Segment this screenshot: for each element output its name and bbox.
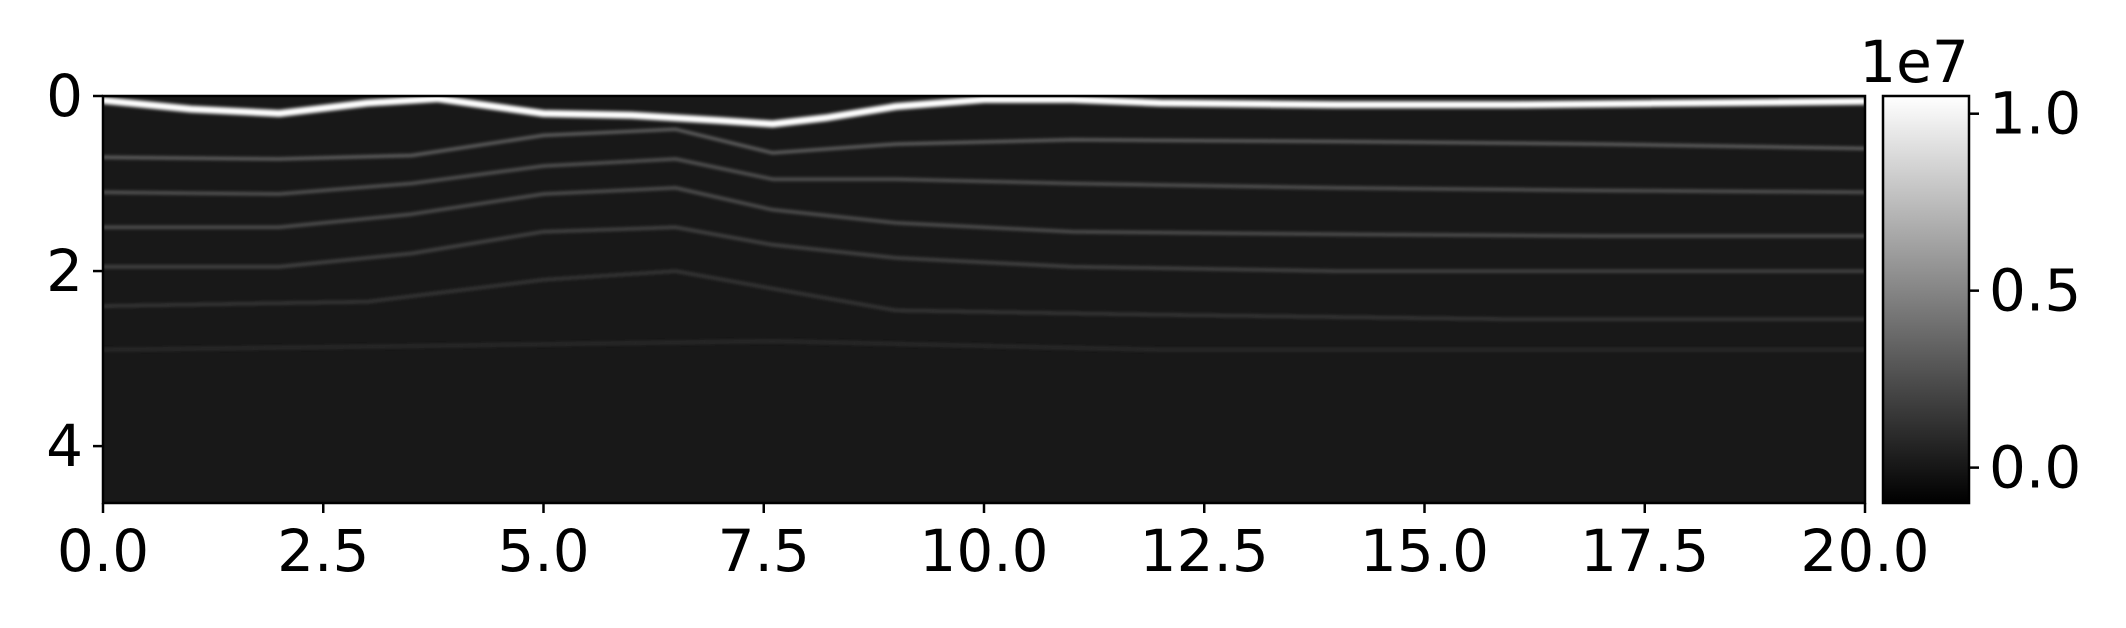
- x-tick-label: 15.0: [1360, 517, 1489, 585]
- colorbar-ticks: 0.0 0.5 1.0: [1969, 80, 2081, 502]
- reflector-horizon-1: [103, 127, 1865, 161]
- x-axis: 0.0 2.5 5.0 7.5 10.0 12.5 15.0 17.5 20.0: [57, 503, 1930, 585]
- reflector-horizon-6: [103, 339, 1865, 352]
- colorbar-tick-label: 0.5: [1989, 257, 2081, 325]
- x-tick-label: 2.5: [277, 517, 369, 585]
- colorbar: 0.0 0.5 1.0 1e7: [1859, 28, 2081, 505]
- reflector-layer: [103, 96, 1865, 404]
- x-tick-label: 10.0: [919, 517, 1048, 585]
- x-tick-label: 20.0: [1800, 517, 1929, 585]
- colorbar-frame: [1881, 94, 1971, 505]
- reflector-horizon-3: [103, 186, 1865, 238]
- y-axis: 0 2 4: [46, 62, 103, 480]
- y-tick-label: 4: [46, 412, 83, 480]
- reflector-seafloor: [103, 96, 1865, 128]
- y-tick-label: 2: [46, 237, 83, 305]
- colorbar-tick-label: 1.0: [1989, 80, 2081, 148]
- x-tick-label: 0.0: [57, 517, 149, 585]
- colorbar-tick-label: 0.0: [1989, 434, 2081, 502]
- colorbar-offset-label: 1e7: [1859, 28, 1969, 96]
- image-area: [101, 94, 1867, 505]
- reflector-horizon-4: [103, 225, 1865, 273]
- reflector-horizon-2: [103, 157, 1865, 196]
- x-tick-label: 5.0: [497, 517, 589, 585]
- x-tick-label: 7.5: [718, 517, 810, 585]
- colorbar-gradient: [1883, 96, 1969, 503]
- x-tick-label: 17.5: [1580, 517, 1709, 585]
- x-tick-label: 12.5: [1140, 517, 1269, 585]
- reflector-horizon-5: [103, 269, 1865, 321]
- y-tick-label: 0: [46, 62, 83, 130]
